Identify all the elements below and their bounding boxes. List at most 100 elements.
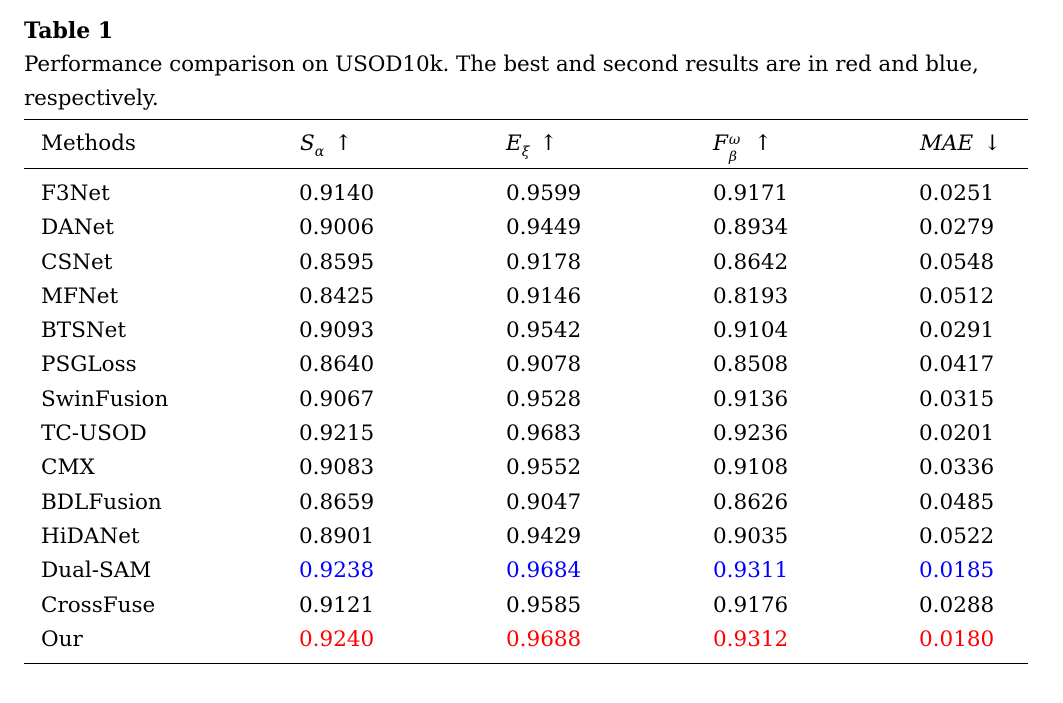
method-cell: BTSNet	[41, 318, 127, 344]
s-alpha-cell: 0.8595	[299, 249, 375, 275]
s-alpha-cell: 0.9006	[299, 215, 375, 241]
mae-cell: 0.0315	[919, 386, 995, 412]
table-body: F3Net 0.9140 0.9599 0.9171 0.0251 DANet 0.9006…	[24, 169, 1028, 663]
method-cell: CSNet	[41, 249, 113, 275]
mae-cell: 0.0485	[919, 489, 995, 515]
f-beta-cell: 0.8193	[713, 283, 789, 309]
table-row: MFNet 0.8425 0.9146 0.8193 0.0512	[24, 280, 1028, 314]
table-row: DANet 0.9006 0.9449 0.8934 0.0279	[24, 211, 1028, 245]
f-beta-cell: 0.9136	[713, 386, 789, 412]
header-mae-symbol: MAE	[920, 131, 974, 156]
e-xi-cell: 0.9146	[506, 283, 582, 309]
header-f-superscript: ω	[728, 132, 741, 148]
f-beta-cell: 0.9236	[713, 421, 789, 447]
e-xi-cell: 0.9684	[506, 558, 582, 584]
mae-cell: 0.0180	[919, 626, 995, 652]
table-row: Dual-SAM 0.9238 0.9684 0.9311 0.0185	[24, 554, 1028, 588]
table-row: PSGLoss 0.8640 0.9078 0.8508 0.0417	[24, 348, 1028, 382]
method-cell: Dual-SAM	[41, 558, 152, 584]
mae-cell: 0.0185	[919, 558, 995, 584]
f-beta-cell: 0.8642	[713, 249, 789, 275]
f-beta-cell: 0.9035	[713, 523, 789, 549]
table-row: Our 0.9240 0.9688 0.9312 0.0180	[24, 623, 1028, 657]
header-e-subscript: ξ	[521, 144, 530, 160]
header-mae: MAE ↓	[920, 130, 1001, 158]
method-cell: F3Net	[41, 181, 110, 206]
method-cell: CMX	[41, 455, 95, 481]
s-alpha-cell: 0.9215	[299, 421, 375, 447]
header-s-symbol: S	[300, 131, 315, 156]
f-beta-cell: 0.8626	[713, 489, 789, 515]
table-row: CMX 0.9083 0.9552 0.9108 0.0336	[24, 451, 1028, 485]
f-beta-cell: 0.9311	[713, 558, 789, 584]
table-row: F3Net 0.9140 0.9599 0.9171 0.0251	[24, 177, 1028, 211]
table-bottom-rule	[24, 663, 1028, 665]
table-row: CrossFuse 0.9121 0.9585 0.9176 0.0288	[24, 589, 1028, 623]
method-cell: SwinFusion	[41, 386, 169, 412]
e-xi-cell: 0.9599	[506, 181, 582, 206]
mae-cell: 0.0522	[919, 523, 995, 549]
table-row: BDLFusion 0.8659 0.9047 0.8626 0.0485	[24, 486, 1028, 520]
s-alpha-cell: 0.9240	[299, 626, 375, 652]
table-caption: Table 1 Performance comparison on USOD10…	[24, 14, 1034, 116]
e-xi-cell: 0.9429	[506, 523, 582, 549]
header-s-subscript: α	[314, 144, 325, 160]
e-xi-cell: 0.9528	[506, 386, 582, 412]
s-alpha-cell: 0.9140	[299, 181, 375, 206]
down-arrow-icon: ↓	[983, 131, 1002, 156]
f-beta-cell: 0.9104	[713, 318, 789, 344]
up-arrow-icon: ↑	[334, 131, 353, 156]
e-xi-cell: 0.9047	[506, 489, 582, 515]
method-cell: CrossFuse	[41, 592, 156, 618]
header-f-symbol: F	[713, 131, 728, 156]
e-xi-cell: 0.9542	[506, 318, 582, 344]
f-beta-cell: 0.9108	[713, 455, 789, 481]
f-beta-cell: 0.9176	[713, 592, 789, 618]
s-alpha-cell: 0.9238	[299, 558, 375, 584]
header-e-symbol: E	[506, 131, 522, 156]
mae-cell: 0.0336	[919, 455, 995, 481]
f-beta-cell: 0.9171	[713, 181, 789, 206]
table-title: Table 1	[24, 18, 114, 44]
method-cell: BDLFusion	[41, 489, 162, 515]
s-alpha-cell: 0.9083	[299, 455, 375, 481]
caption-line-2: respectively.	[24, 86, 159, 111]
method-cell: DANet	[41, 215, 114, 241]
e-xi-cell: 0.9683	[506, 421, 582, 447]
s-alpha-cell: 0.8901	[299, 523, 375, 549]
e-xi-cell: 0.9178	[506, 249, 582, 275]
mae-cell: 0.0417	[919, 352, 995, 378]
header-f-subscript: β	[728, 149, 738, 165]
method-cell: PSGLoss	[41, 352, 137, 378]
mae-cell: 0.0291	[919, 318, 995, 344]
header-s-alpha: Sα ↑	[300, 130, 352, 160]
header-e-xi: Eξ ↑	[506, 130, 557, 160]
caption-line-1: Performance comparison on USOD10k. The b…	[24, 52, 979, 77]
table-row: BTSNet 0.9093 0.9542 0.9104 0.0291	[24, 314, 1028, 348]
e-xi-cell: 0.9688	[506, 626, 582, 652]
table-row: CSNet 0.8595 0.9178 0.8642 0.0548	[24, 246, 1028, 280]
table-row: SwinFusion 0.9067 0.9528 0.9136 0.0315	[24, 383, 1028, 417]
table-row: HiDANet 0.8901 0.9429 0.9035 0.0522	[24, 520, 1028, 554]
f-beta-cell: 0.8934	[713, 215, 789, 241]
e-xi-cell: 0.9078	[506, 352, 582, 378]
mae-cell: 0.0279	[919, 215, 995, 241]
mae-cell: 0.0201	[919, 421, 995, 447]
e-xi-cell: 0.9449	[506, 215, 582, 241]
up-arrow-icon: ↑	[539, 131, 558, 156]
table-row: TC-USOD 0.9215 0.9683 0.9236 0.0201	[24, 417, 1028, 451]
mae-cell: 0.0288	[919, 592, 995, 618]
method-cell: TC-USOD	[41, 421, 147, 447]
mae-cell: 0.0512	[919, 283, 995, 309]
table-top-rule	[24, 119, 1028, 120]
f-beta-cell: 0.8508	[713, 352, 789, 378]
mae-cell: 0.0251	[919, 181, 995, 206]
method-cell: HiDANet	[41, 523, 140, 549]
s-alpha-cell: 0.9121	[299, 592, 375, 618]
s-alpha-cell: 0.9067	[299, 386, 375, 412]
method-cell: MFNet	[41, 283, 119, 309]
